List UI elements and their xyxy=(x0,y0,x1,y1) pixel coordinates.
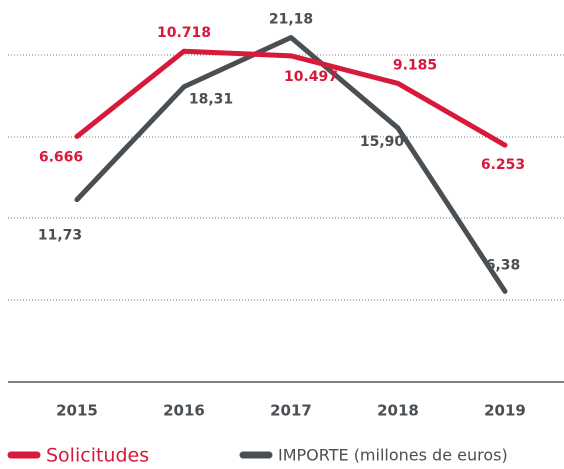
series-line xyxy=(74,48,508,148)
value-label: 18,31 xyxy=(189,92,233,108)
value-label: 11,73 xyxy=(38,228,82,244)
legend-label: IMPORTE (millones de euros) xyxy=(278,446,508,465)
value-label: 6.253 xyxy=(481,157,525,173)
value-label: 15,90 xyxy=(360,134,405,150)
series-line xyxy=(74,34,508,294)
legend-label: Solicitudes xyxy=(46,445,149,467)
value-label: 10.497 xyxy=(284,69,338,85)
x-tick-label: 2017 xyxy=(270,402,312,420)
value-label: 6,38 xyxy=(486,257,521,273)
x-tick-label: 2015 xyxy=(56,402,98,420)
value-label: 21,18 xyxy=(269,11,313,27)
value-label: 9.185 xyxy=(393,57,437,73)
value-label: 10.718 xyxy=(157,25,211,41)
x-tick-label: 2016 xyxy=(163,402,205,420)
x-tick-label: 2019 xyxy=(484,402,526,420)
x-tick-label: 2018 xyxy=(377,402,419,420)
value-label: 6.666 xyxy=(39,149,83,165)
